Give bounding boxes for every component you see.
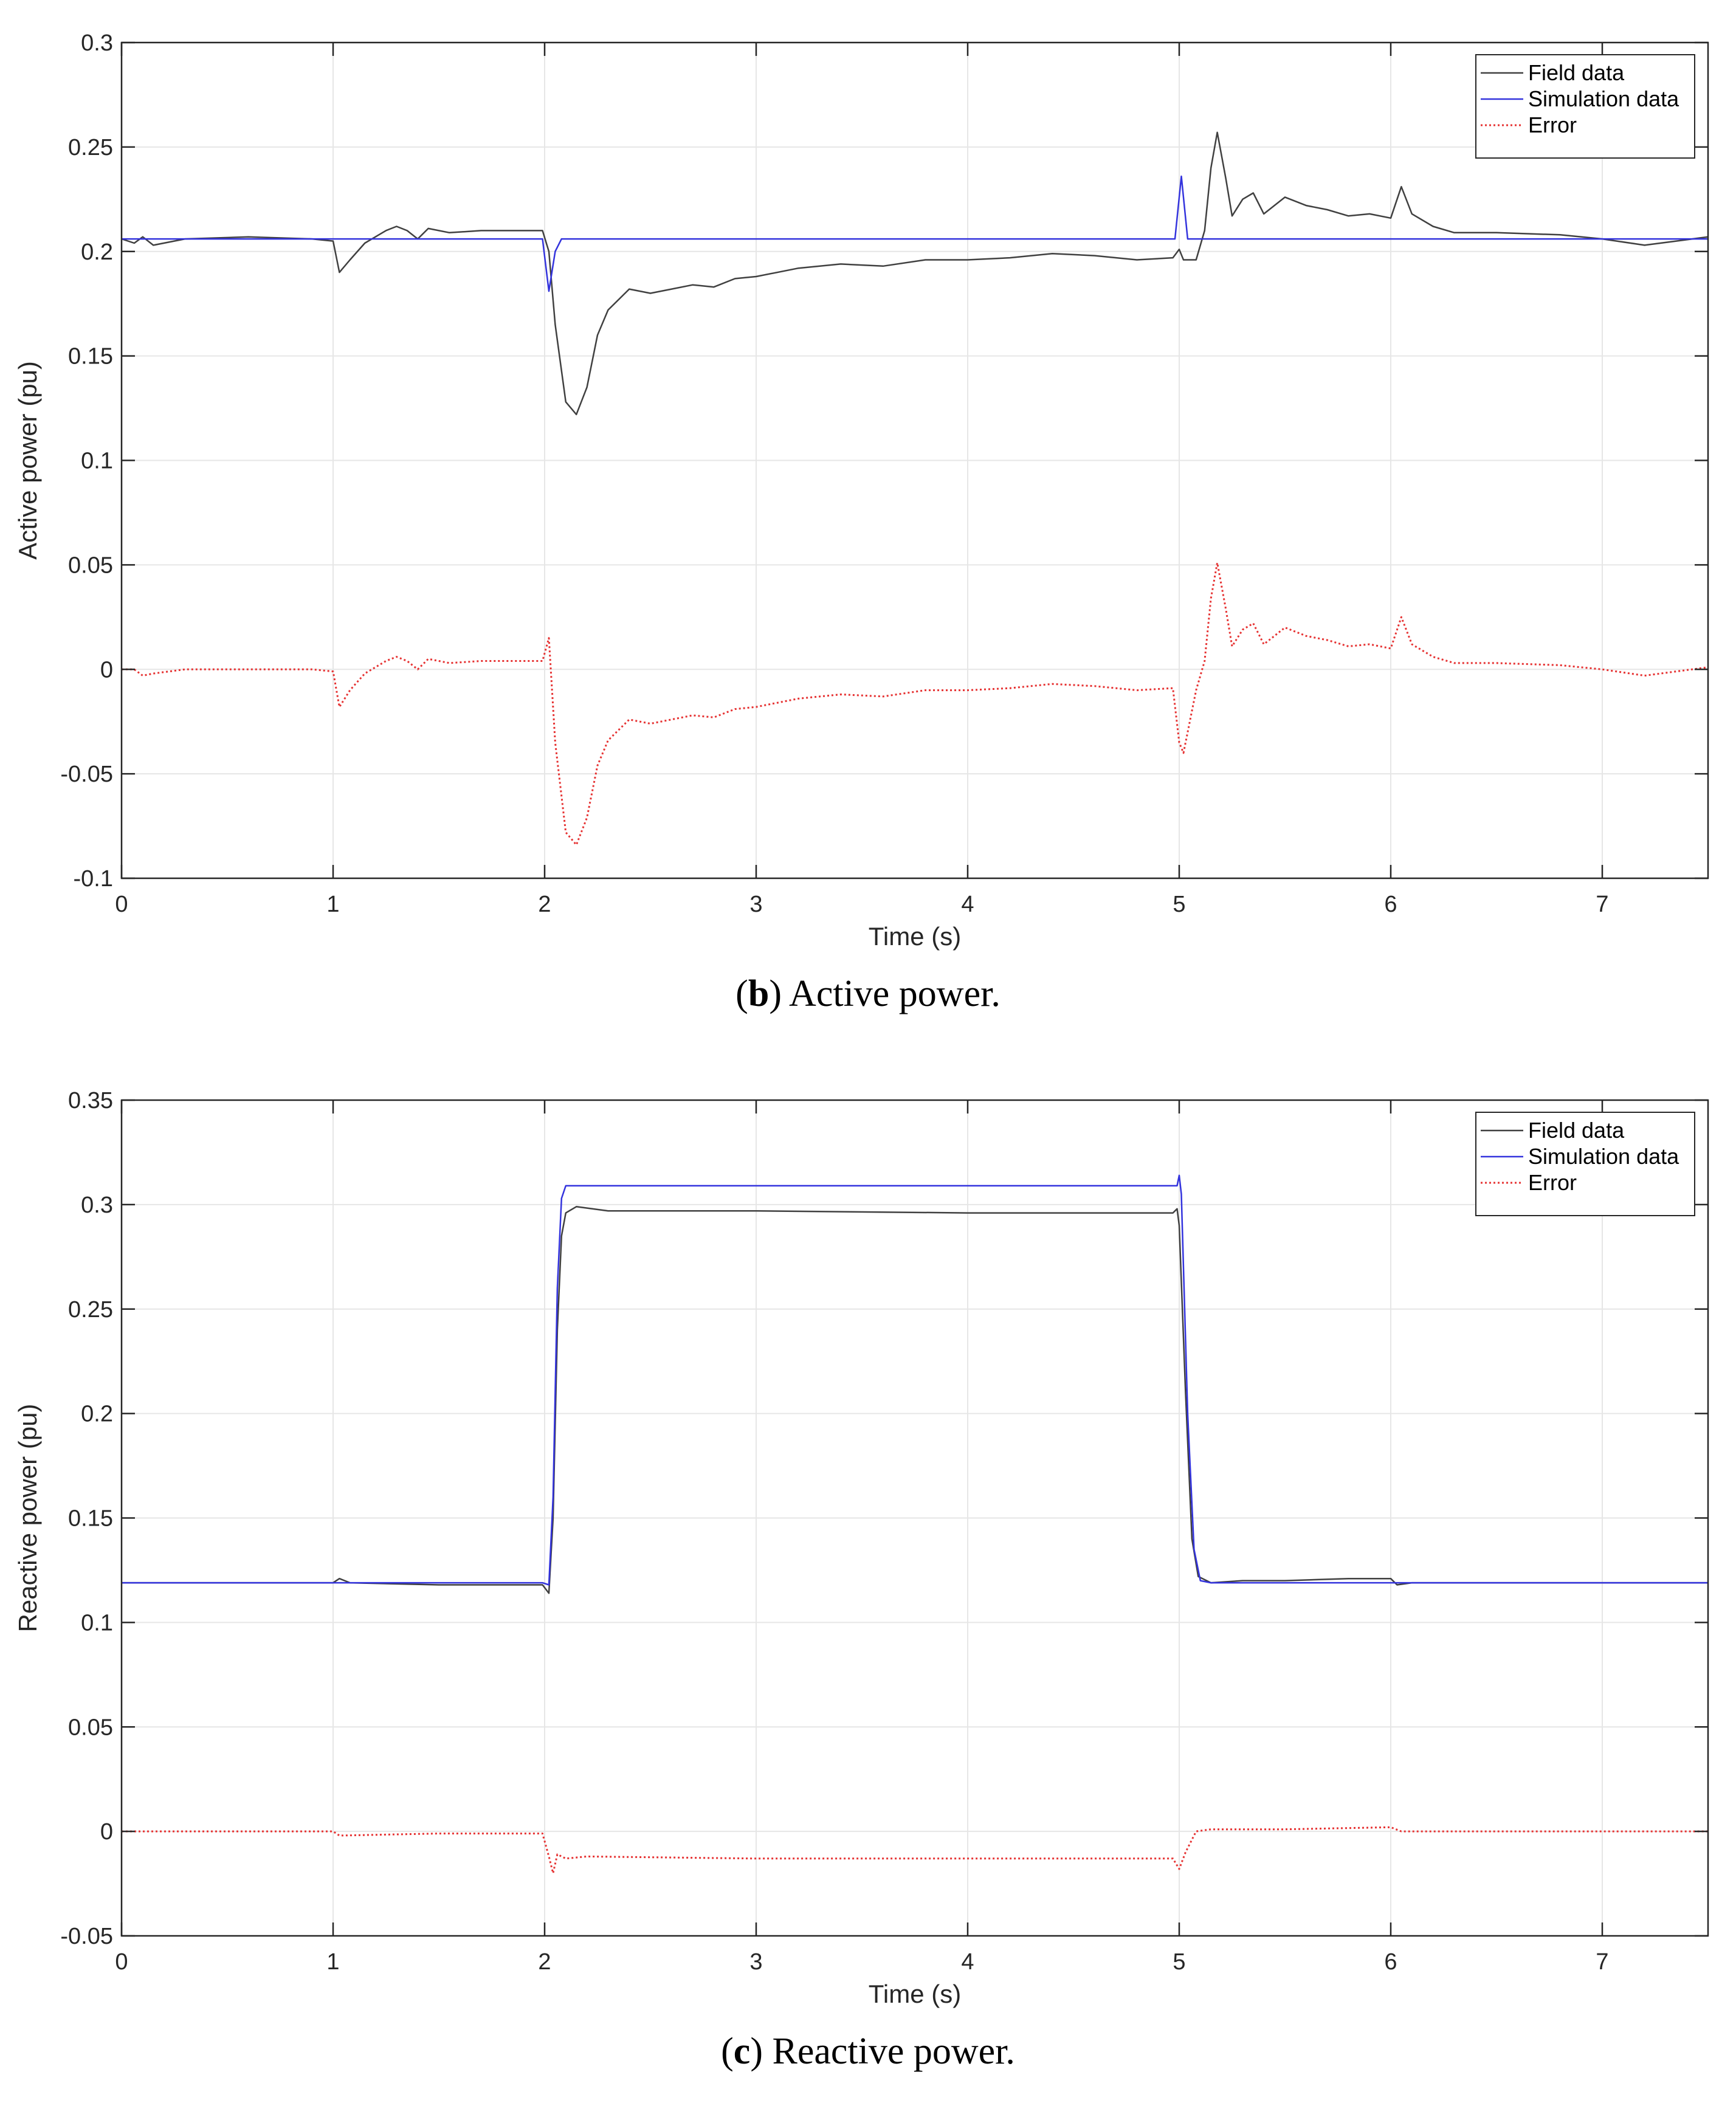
y-axis-label: Active power (pu) bbox=[13, 361, 42, 560]
caption-label: b bbox=[748, 973, 770, 1014]
series-line-error bbox=[122, 1826, 1708, 1874]
series-line-field-data bbox=[122, 1206, 1708, 1594]
active-power-chart: 0 1 2 3 4 5 6 7 -0.1 -0.05 0 0.05 0.1 0.15 0.2 0.25 0.3 T… bbox=[13, 30, 1709, 951]
active-power-caption: (b) Active power. bbox=[735, 973, 1001, 1014]
legend-label: Field data bbox=[1528, 1118, 1625, 1143]
y-tick-label: -0.05 bbox=[60, 762, 113, 787]
y-tick-label: 0.1 bbox=[81, 449, 113, 474]
y-tick-label: 0.35 bbox=[68, 1088, 113, 1113]
y-axis-label: Reactive power (pu) bbox=[13, 1404, 42, 1633]
series-line-simulation-data bbox=[122, 1174, 1708, 1586]
x-tick-label: 0 bbox=[115, 892, 128, 917]
series-line-field-data bbox=[122, 131, 1708, 416]
caption-text: Reactive power. bbox=[772, 2031, 1015, 2072]
x-tick-label: 6 bbox=[1384, 1949, 1397, 1975]
y-tick-label: 0.3 bbox=[81, 1193, 113, 1218]
y-tick-label: 0.2 bbox=[81, 1402, 113, 1427]
legend-label: Field data bbox=[1528, 60, 1625, 85]
x-tick-label: 2 bbox=[538, 1949, 551, 1975]
x-tick-label: 1 bbox=[326, 892, 339, 917]
legend-label: Error bbox=[1528, 112, 1577, 137]
y-tick-label: 0.15 bbox=[68, 1506, 113, 1532]
y-tick-label: 0.15 bbox=[68, 344, 113, 370]
series-line-error bbox=[122, 562, 1708, 846]
y-tick-label: 0 bbox=[100, 1819, 113, 1845]
y-tick-label: 0 bbox=[100, 657, 113, 683]
caption-label: c bbox=[733, 2031, 751, 2072]
reactive-power-chart: 0 1 2 3 4 5 6 7-0.0500.050.10.150.20.250.30.35T… bbox=[13, 1088, 1709, 2008]
series-line-simulation-data bbox=[122, 175, 1708, 292]
x-axis-label: Time (s) bbox=[869, 1980, 961, 2008]
y-tick-label: 0.1 bbox=[81, 1610, 113, 1636]
x-tick-label: 5 bbox=[1173, 1949, 1185, 1975]
y-tick-label: 0.25 bbox=[68, 135, 113, 160]
x-tick-label: 6 bbox=[1384, 892, 1397, 917]
legend-label: Simulation data bbox=[1528, 86, 1679, 111]
x-tick-label: 4 bbox=[961, 892, 974, 917]
reactive-power-caption: (c) Reactive power. bbox=[721, 2031, 1015, 2072]
legend-box bbox=[1475, 54, 1695, 159]
x-tick-label: 1 bbox=[326, 1949, 339, 1975]
y-tick-label: 0.3 bbox=[81, 30, 113, 56]
y-tick-label: -0.05 bbox=[60, 1924, 113, 1949]
x-tick-label: 3 bbox=[749, 1949, 762, 1975]
y-tick-label: 0.05 bbox=[68, 552, 113, 578]
legend-label: Error bbox=[1528, 1170, 1577, 1195]
x-tick-label: 4 bbox=[961, 1949, 974, 1975]
x-tick-label: 0 bbox=[115, 1949, 128, 1975]
x-tick-label: 7 bbox=[1596, 892, 1608, 917]
caption-text: Active power. bbox=[789, 973, 1001, 1014]
y-tick-label: 0.25 bbox=[68, 1297, 113, 1323]
x-tick-label: 5 bbox=[1173, 892, 1185, 917]
x-tick-label: 7 bbox=[1596, 1949, 1608, 1975]
y-tick-label: -0.1 bbox=[74, 866, 113, 892]
x-tick-label: 3 bbox=[749, 892, 762, 917]
legend-box bbox=[1475, 1112, 1695, 1216]
y-tick-label: 0.05 bbox=[68, 1715, 113, 1740]
y-tick-label: 0.2 bbox=[81, 239, 113, 265]
x-axis-label: Time (s) bbox=[869, 922, 961, 951]
legend-label: Simulation data bbox=[1528, 1144, 1679, 1169]
x-tick-label: 2 bbox=[538, 892, 551, 917]
